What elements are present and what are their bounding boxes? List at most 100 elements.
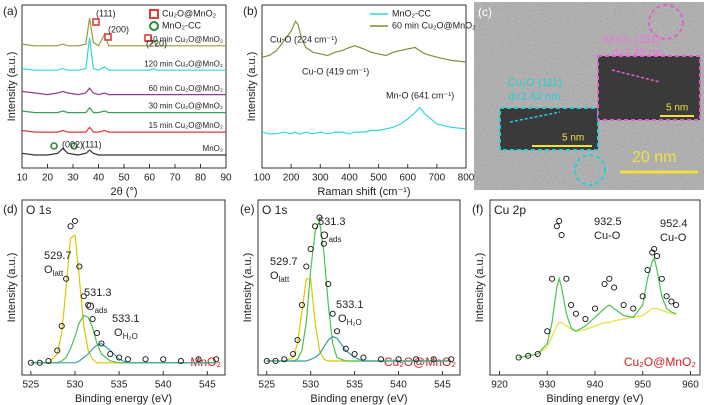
data-point <box>36 359 43 366</box>
data-point <box>534 350 541 358</box>
series-line <box>21 126 226 133</box>
data-point <box>563 275 570 282</box>
data-point <box>572 310 579 317</box>
x-tick-label: 300 <box>312 173 329 184</box>
y-axis-label: Intensity (a.u.) <box>246 52 258 122</box>
inset-cu2o <box>499 107 599 151</box>
x-tick-label: 920 <box>491 380 508 391</box>
peak-marker <box>70 142 78 150</box>
panel-label: (b) <box>243 4 258 18</box>
legend-label: MnO₂-CC <box>162 20 201 30</box>
annotation: Cu-O (224 cm⁻¹) <box>270 34 337 44</box>
series-line <box>21 37 226 71</box>
y-axis-label: Intensity (a.u.) <box>242 253 254 323</box>
data-point <box>329 310 336 317</box>
peak-marker <box>50 142 58 150</box>
annotation: (220) <box>146 38 167 48</box>
panel-title: Cu 2p <box>494 203 526 217</box>
data-point <box>651 245 658 253</box>
data-point <box>351 350 358 358</box>
x-tick-label: 500 <box>370 173 387 184</box>
y-axis-label: Intensity (a.u.) <box>474 253 486 323</box>
data-point <box>649 249 656 256</box>
x-tick-label: 100 <box>254 173 271 184</box>
data-point <box>320 240 327 247</box>
data-point <box>98 340 105 347</box>
data-point <box>316 214 323 221</box>
x-axis-label: 2θ (°) <box>110 186 137 198</box>
data-point <box>27 359 34 366</box>
x-tick-label: 20 <box>42 173 54 184</box>
annotation-subscript: H₂O <box>123 332 138 341</box>
panel-label: (a) <box>3 4 18 18</box>
annotation: 952.4 <box>660 218 688 230</box>
annotation: Cu-O (419 cm⁻¹) <box>302 66 369 76</box>
x-axis-label: Binding energy (eV) <box>310 393 407 405</box>
peak-marker <box>104 33 112 41</box>
x-tick-label: 50 <box>118 173 130 184</box>
data-point <box>668 298 675 305</box>
data-point <box>272 357 279 365</box>
lattice-mark <box>509 111 561 123</box>
annotation-subscript: ads <box>329 235 342 244</box>
x-axis-label: Binding energy (eV) <box>75 393 172 405</box>
region-circle <box>574 154 606 186</box>
x-tick-label: 525 <box>258 380 275 391</box>
data-point <box>653 252 661 260</box>
lattice-mark <box>611 69 661 83</box>
data-point <box>294 336 301 344</box>
x-tick-label: 960 <box>682 380 699 391</box>
annotation: (111) <box>82 139 102 149</box>
annotation: 533.1 <box>112 313 140 325</box>
x-tick-label: 60 <box>144 173 156 184</box>
annotation: Cu-O <box>660 232 687 244</box>
data-point <box>544 328 551 335</box>
x-tick-label: 525 <box>22 380 39 391</box>
annotation-subscript: latt <box>53 269 64 278</box>
panel-title: O 1s <box>262 203 287 217</box>
data-point <box>448 356 455 363</box>
region-circle <box>648 4 684 40</box>
data-point <box>377 356 385 363</box>
data-point <box>568 301 575 309</box>
annotation-subscript: H₂O <box>347 318 362 327</box>
data-point <box>342 345 349 352</box>
data-point <box>195 356 202 363</box>
inset-mno2 <box>597 55 701 121</box>
panel-label: (e) <box>240 202 255 216</box>
tem-label: MnO₂ (1̄11) <box>604 34 660 46</box>
data-point <box>58 322 65 330</box>
x-tick-label: 530 <box>302 380 319 391</box>
annotation: (111) <box>96 8 116 18</box>
scale-label: 5 nm <box>666 103 688 114</box>
annotation: 529.7 <box>44 250 72 262</box>
series-label: 240 min Cu₂O@MnO₂ <box>144 35 223 44</box>
data-point <box>76 263 83 270</box>
series-label: 30 min Cu₂O@MnO₂ <box>149 102 223 111</box>
data-point <box>290 350 297 358</box>
data-point <box>360 354 367 361</box>
series-line <box>518 256 677 359</box>
data-point <box>71 217 79 225</box>
data-point <box>582 315 589 323</box>
data-point <box>307 245 314 253</box>
data-point <box>611 284 618 291</box>
data-point <box>673 301 680 309</box>
series-line <box>21 87 226 96</box>
series-line <box>261 106 467 135</box>
x-tick-label: 800 <box>458 173 475 184</box>
x-tick-label: 530 <box>67 380 84 391</box>
annotation: (200) <box>108 24 129 34</box>
panel-label: (c) <box>478 5 492 19</box>
annotation-subscript: latt <box>279 275 290 284</box>
data-point <box>413 356 420 363</box>
annotation: Mn-O (641 cm⁻¹) <box>386 90 454 100</box>
series-line <box>518 307 677 359</box>
x-tick-label: 200 <box>283 173 300 184</box>
x-tick-label: 70 <box>169 173 181 184</box>
y-axis-label: Intensity (a.u.) <box>6 52 18 122</box>
sample-label: Cu₂O@MnO₂ <box>624 355 697 369</box>
peak-marker <box>92 18 100 26</box>
sample-label: Cu₂O@MnO₂ <box>384 355 457 369</box>
